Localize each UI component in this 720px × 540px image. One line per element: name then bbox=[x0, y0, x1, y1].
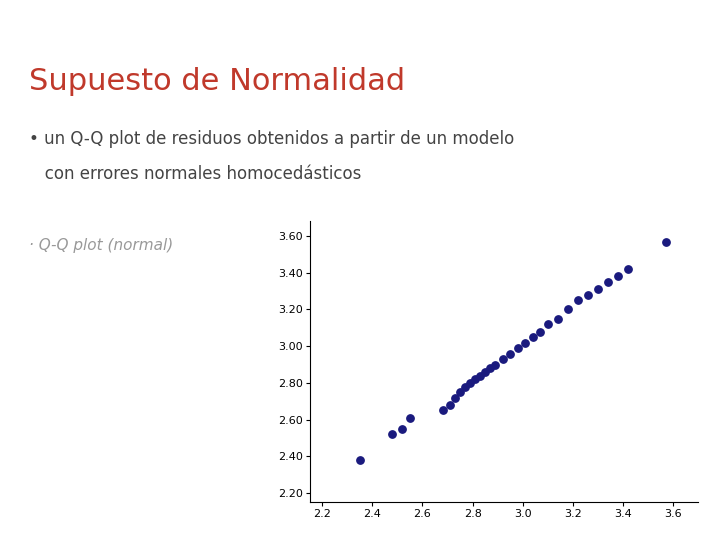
Point bbox=[464, 379, 476, 387]
Point bbox=[474, 371, 486, 380]
Point bbox=[354, 456, 366, 464]
Point bbox=[520, 338, 531, 347]
Point bbox=[480, 368, 491, 376]
Point bbox=[505, 349, 516, 358]
Point bbox=[404, 414, 415, 422]
Point bbox=[512, 344, 523, 353]
Point bbox=[622, 265, 634, 273]
Point bbox=[582, 291, 594, 299]
Point bbox=[449, 393, 461, 402]
Point bbox=[535, 327, 546, 336]
Point bbox=[469, 375, 481, 383]
Point bbox=[397, 424, 408, 433]
Point bbox=[562, 305, 574, 314]
Text: con errores normales homocedásticos: con errores normales homocedásticos bbox=[29, 165, 361, 183]
Point bbox=[660, 237, 672, 246]
Point bbox=[444, 401, 456, 409]
Point bbox=[459, 382, 471, 391]
Point bbox=[527, 333, 539, 341]
Point bbox=[542, 320, 554, 328]
Point bbox=[485, 364, 496, 373]
Point bbox=[497, 355, 508, 363]
Point bbox=[387, 430, 398, 438]
Point bbox=[490, 360, 501, 369]
Point bbox=[613, 272, 624, 281]
Point bbox=[593, 285, 604, 294]
Point bbox=[552, 314, 564, 323]
Text: Supuesto de Normalidad: Supuesto de Normalidad bbox=[29, 68, 405, 97]
Point bbox=[603, 278, 614, 286]
Point bbox=[572, 296, 584, 305]
Text: • un Q-Q plot de residuos obtenidos a partir de un modelo: • un Q-Q plot de residuos obtenidos a pa… bbox=[29, 130, 514, 147]
Point bbox=[454, 388, 466, 396]
Text: · Q-Q plot (normal): · Q-Q plot (normal) bbox=[29, 238, 173, 253]
Point bbox=[437, 406, 449, 415]
